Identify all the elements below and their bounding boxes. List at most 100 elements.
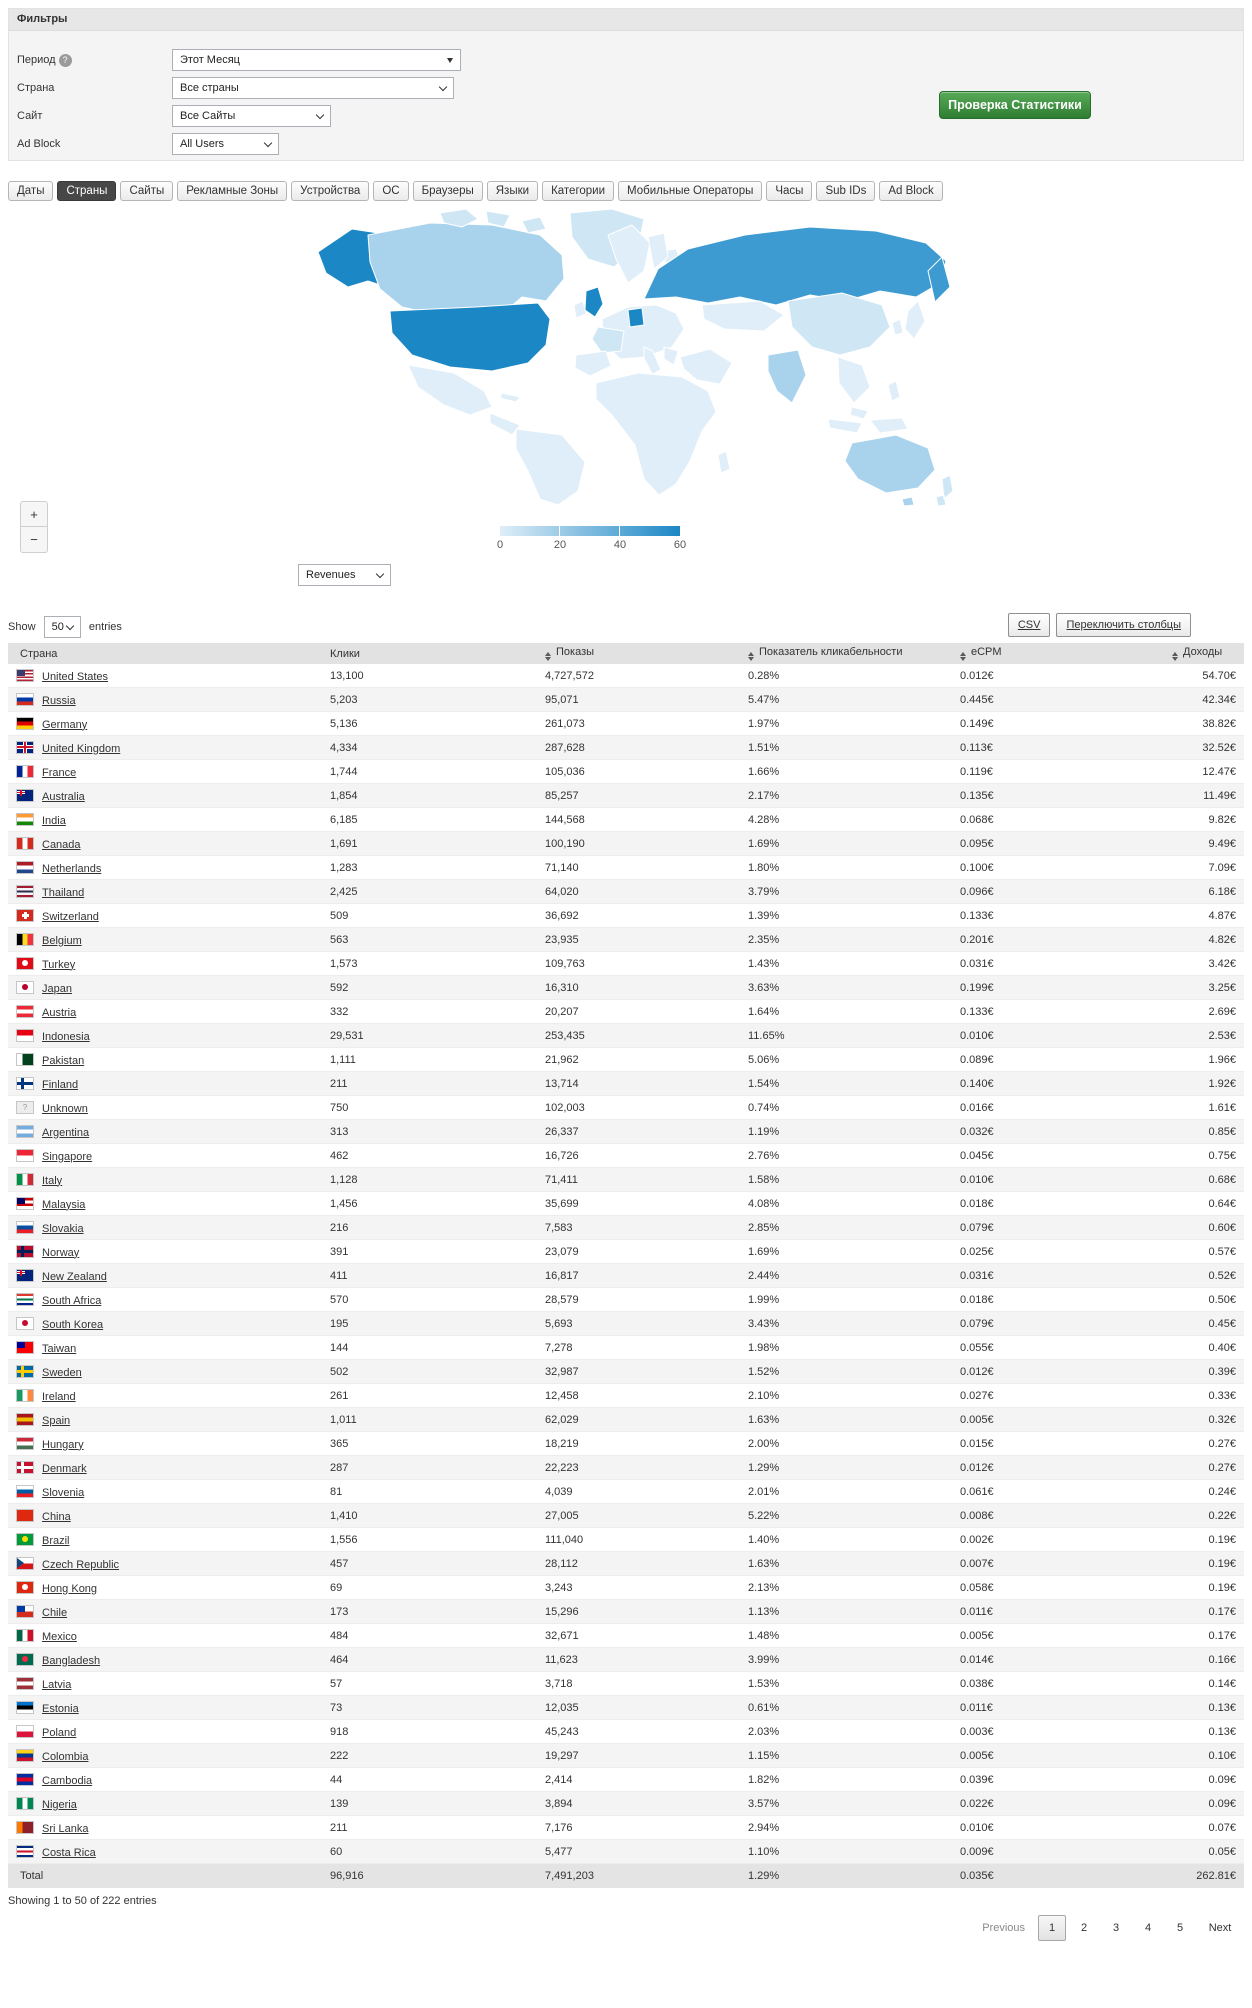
map-region-india[interactable] — [767, 349, 807, 404]
country-link[interactable]: Italy — [42, 1174, 63, 1187]
tab-устройства[interactable]: Устройства — [291, 181, 370, 201]
tab-мобильные-операторы[interactable]: Мобильные Операторы — [618, 181, 763, 201]
country-link[interactable]: Japan — [42, 982, 72, 995]
map-region-southeast-asia[interactable] — [837, 356, 871, 404]
tab-браузеры[interactable]: Браузеры — [412, 181, 483, 201]
country-link[interactable]: Sweden — [42, 1366, 82, 1379]
country-link[interactable]: Canada — [42, 838, 81, 851]
tab-сайты[interactable]: Сайты — [120, 181, 174, 201]
map-region-australia[interactable] — [844, 434, 936, 494]
country-link[interactable]: Malaysia — [42, 1198, 86, 1211]
map-region-middle-east[interactable] — [679, 348, 733, 385]
map-region-china[interactable] — [787, 292, 891, 356]
column-header-clicks[interactable]: Клики — [318, 643, 533, 664]
country-link[interactable]: Netherlands — [42, 862, 102, 875]
country-link[interactable]: Germany — [42, 718, 88, 731]
map-region-tasmania[interactable] — [901, 496, 915, 507]
country-link[interactable]: New Zealand — [42, 1270, 107, 1283]
map-region-africa[interactable] — [595, 372, 717, 496]
map-region-finland[interactable] — [647, 232, 669, 270]
map-region-scandinavia[interactable] — [607, 224, 651, 284]
map-region-indonesia[interactable] — [827, 406, 909, 434]
tab-страны[interactable]: Страны — [57, 181, 117, 201]
map-region-philippines[interactable] — [887, 380, 901, 402]
country-link[interactable]: Argentina — [42, 1126, 90, 1139]
country-link[interactable]: Poland — [42, 1726, 77, 1739]
country-link[interactable]: Bangladesh — [42, 1654, 101, 1667]
map-region-caribbean[interactable] — [499, 392, 521, 403]
pagination-page-4[interactable]: 4 — [1144, 1922, 1152, 1934]
country-link[interactable]: France — [42, 766, 77, 779]
map-region-russia[interactable] — [643, 226, 947, 306]
pagination-previous[interactable]: Previous — [982, 1922, 1025, 1934]
country-link[interactable]: Indonesia — [42, 1030, 90, 1043]
country-link[interactable]: Taiwan — [42, 1342, 77, 1355]
map-region-ireland[interactable] — [573, 300, 587, 319]
country-link[interactable]: Hungary — [42, 1438, 84, 1451]
map-region-arctic-islands[interactable] — [439, 208, 547, 234]
map-zoom-in-button[interactable]: + — [20, 501, 48, 527]
tab-ос[interactable]: ОС — [373, 181, 409, 201]
map-region-central-asia[interactable] — [701, 300, 785, 332]
toggle-columns-button[interactable]: Переключить столбцы — [1056, 613, 1191, 637]
column-header-revenue[interactable]: Доходы — [1160, 643, 1244, 664]
country-link[interactable]: Unknown — [42, 1102, 88, 1115]
country-link[interactable]: Cambodia — [42, 1774, 93, 1787]
country-link[interactable]: Latvia — [42, 1678, 72, 1691]
adblock-select[interactable]: All Users — [172, 133, 279, 155]
country-link[interactable]: Ireland — [42, 1390, 76, 1403]
map-region-south-america[interactable] — [515, 428, 586, 506]
column-header-country[interactable]: Страна — [8, 643, 318, 664]
map-region-iberia[interactable] — [574, 350, 612, 377]
country-select[interactable]: Все страны — [172, 77, 454, 99]
country-link[interactable]: China — [42, 1510, 71, 1523]
map-region-balkans[interactable] — [663, 346, 679, 366]
country-link[interactable]: Costa Rica — [42, 1846, 96, 1859]
map-zoom-out-button[interactable]: − — [20, 527, 48, 553]
pagination-page-1[interactable]: 1 — [1038, 1915, 1066, 1941]
tab-sub-ids[interactable]: Sub IDs — [816, 181, 876, 201]
map-region-mexico[interactable] — [407, 364, 493, 416]
country-link[interactable]: Finland — [42, 1078, 79, 1091]
country-link[interactable]: Turkey — [42, 958, 76, 971]
country-link[interactable]: Norway — [42, 1246, 80, 1259]
country-link[interactable]: Nigeria — [42, 1798, 77, 1811]
country-link[interactable]: Russia — [42, 694, 76, 707]
country-link[interactable]: Pakistan — [42, 1054, 85, 1067]
country-link[interactable]: Estonia — [42, 1702, 79, 1715]
pagination-page-3[interactable]: 3 — [1112, 1922, 1120, 1934]
country-link[interactable]: United States — [42, 670, 109, 683]
country-link[interactable]: Belgium — [42, 934, 82, 947]
country-link[interactable]: South Africa — [42, 1294, 102, 1307]
pagination-page-5[interactable]: 5 — [1176, 1922, 1184, 1934]
period-select[interactable]: Этот Месяц — [172, 49, 461, 71]
map-region-central-america[interactable] — [489, 412, 521, 436]
map-region-canada[interactable] — [367, 222, 565, 316]
tab-ad-block[interactable]: Ad Block — [879, 181, 943, 201]
country-link[interactable]: Hong Kong — [42, 1582, 98, 1595]
country-link[interactable]: Mexico — [42, 1630, 77, 1643]
map-region-korea[interactable] — [891, 318, 904, 336]
country-link[interactable]: Denmark — [42, 1462, 87, 1475]
column-header-ecpm[interactable]: eCPM — [948, 643, 1160, 664]
map-region-uk[interactable] — [584, 286, 604, 318]
column-header-ctr[interactable]: Показатель кликабельности — [736, 643, 948, 664]
check-stats-button[interactable]: Проверка Статистики — [939, 91, 1091, 119]
country-link[interactable]: Switzerland — [42, 910, 99, 923]
tab-часы[interactable]: Часы — [766, 181, 813, 201]
country-link[interactable]: India — [42, 814, 66, 827]
map-region-france[interactable] — [591, 326, 625, 354]
map-region-japan[interactable] — [904, 300, 926, 340]
map-region-italy[interactable] — [643, 346, 662, 375]
country-link[interactable]: Spain — [42, 1414, 71, 1427]
country-link[interactable]: Thailand — [42, 886, 85, 899]
country-link[interactable]: Sri Lanka — [42, 1822, 89, 1835]
country-link[interactable]: Singapore — [42, 1150, 93, 1163]
country-link[interactable]: Slovakia — [42, 1222, 84, 1235]
country-link[interactable]: Chile — [42, 1606, 68, 1619]
country-link[interactable]: Slovenia — [42, 1486, 85, 1499]
map-region-new-zealand[interactable] — [935, 474, 954, 507]
column-header-impressions[interactable]: Показы — [533, 643, 736, 664]
country-link[interactable]: Austria — [42, 1006, 77, 1019]
csv-button[interactable]: CSV — [1007, 613, 1051, 637]
